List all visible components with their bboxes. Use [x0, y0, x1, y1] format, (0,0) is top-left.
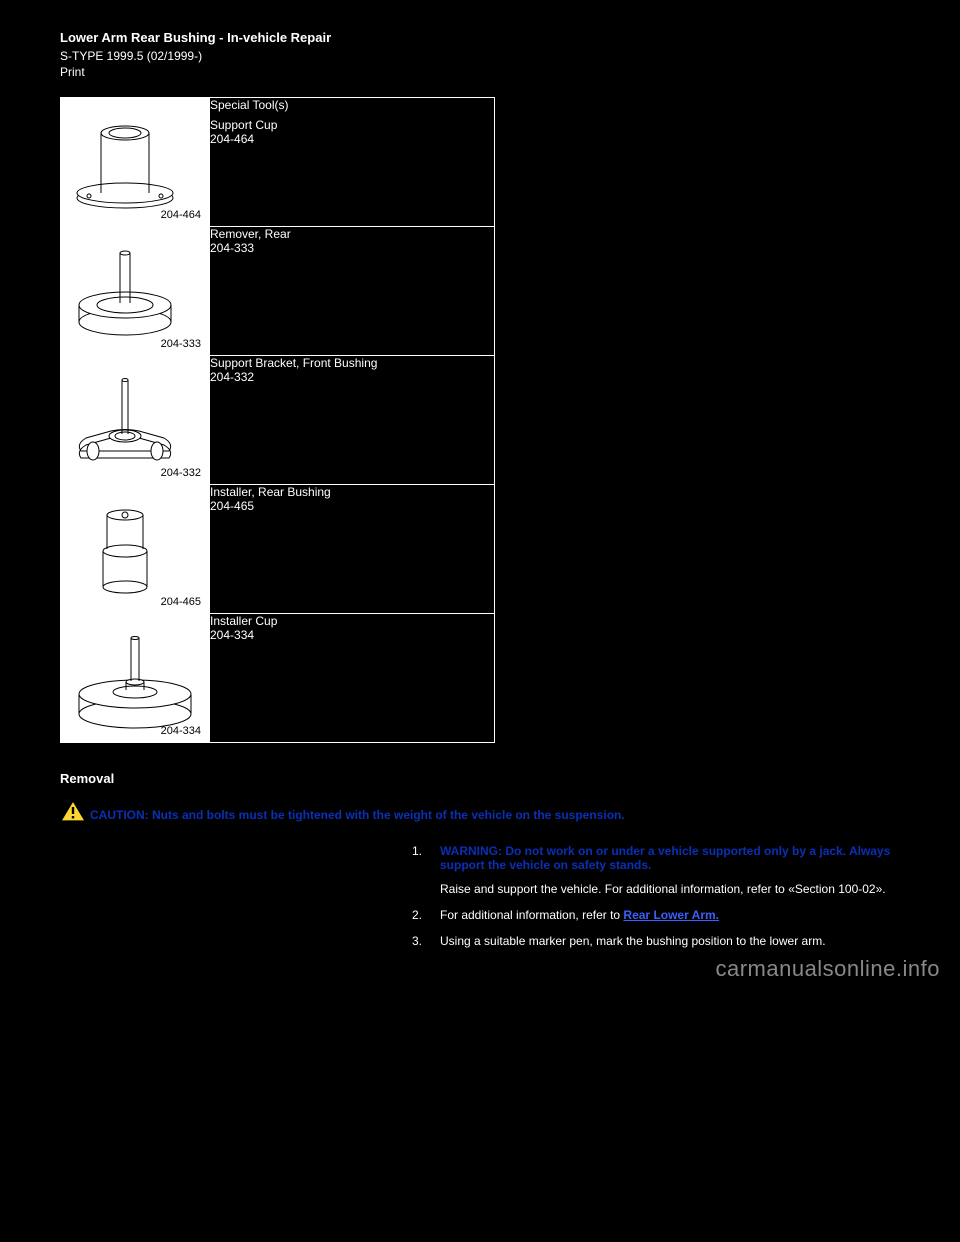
table-row: 204-334 Installer Cup 204-334	[61, 614, 495, 743]
caution-block: CAUTION: Nuts and bolts must be tightene…	[60, 800, 900, 822]
tool-desc-code: 204-333	[210, 241, 494, 255]
print-label[interactable]: Print	[60, 65, 900, 79]
watermark: carmanualsonline.info	[715, 956, 940, 982]
tool-image-cell: 204-333	[61, 227, 210, 356]
table-row: 204-465 Installer, Rear Bushing 204-465	[61, 485, 495, 614]
tool-drawing	[61, 614, 209, 742]
tool-desc-name: Support Bracket, Front Bushing	[210, 356, 494, 370]
tool-desc-cell: Special Tool(s) Support Cup 204-464	[210, 98, 495, 227]
tool-code-label: 204-465	[161, 596, 201, 608]
tool-desc-code: 204-332	[210, 370, 494, 384]
warning-icon	[60, 800, 86, 822]
tool-desc-code: 204-464	[210, 132, 494, 146]
step-number: 2.	[60, 908, 440, 922]
step-number: 3.	[60, 934, 440, 948]
rear-lower-arm-link[interactable]: Rear Lower Arm.	[623, 908, 719, 922]
step-text: Raise and support the vehicle. For addit…	[440, 882, 900, 896]
caution-text: CAUTION: Nuts and bolts must be tightene…	[90, 808, 625, 822]
tool-image-cell: 204-334	[61, 614, 210, 743]
step-body: WARNING: Do not work on or under a vehic…	[440, 844, 900, 896]
tool-desc-cell: Support Bracket, Front Bushing 204-332	[210, 356, 495, 485]
tools-table: 204-464 Special Tool(s) Support Cup 204-…	[60, 97, 495, 743]
tool-desc-cell: Installer Cup 204-334	[210, 614, 495, 743]
tool-desc-cell: Installer, Rear Bushing 204-465	[210, 485, 495, 614]
tool-desc-name: Remover, Rear	[210, 227, 494, 241]
vehicle-line: S-TYPE 1999.5 (02/1999-)	[60, 49, 900, 63]
tool-code-label: 204-332	[161, 467, 201, 479]
table-row: 204-332 Support Bracket, Front Bushing 2…	[61, 356, 495, 485]
tool-code-label: 204-464	[161, 209, 201, 221]
removal-heading: Removal	[60, 771, 900, 786]
tool-desc-code: 204-465	[210, 499, 494, 513]
tool-code-label: 204-333	[161, 338, 201, 350]
page-container: Lower Arm Rear Bushing - In-vehicle Repa…	[0, 0, 960, 990]
tool-image-cell: 204-465	[61, 485, 210, 614]
page-title: Lower Arm Rear Bushing - In-vehicle Repa…	[60, 30, 900, 45]
tool-image-cell: 204-332	[61, 356, 210, 485]
table-row: 204-333 Remover, Rear 204-333	[61, 227, 495, 356]
step: 1. WARNING: Do not work on or under a ve…	[60, 844, 900, 896]
step-text-prefix: For additional information, refer to	[440, 908, 623, 922]
tool-drawing	[61, 227, 189, 355]
tool-desc-heading: Special Tool(s)	[210, 98, 494, 112]
step: 3. Using a suitable marker pen, mark the…	[60, 934, 900, 948]
step: 2. For additional information, refer to …	[60, 908, 900, 922]
tool-desc-name: Installer, Rear Bushing	[210, 485, 494, 499]
step-text: Using a suitable marker pen, mark the bu…	[440, 934, 826, 948]
step-body: For additional information, refer to Rea…	[440, 908, 900, 922]
tool-desc-cell: Remover, Rear 204-333	[210, 227, 495, 356]
tool-drawing	[61, 356, 189, 484]
tool-desc-name: Installer Cup	[210, 614, 494, 628]
table-row: 204-464 Special Tool(s) Support Cup 204-…	[61, 98, 495, 227]
header: Lower Arm Rear Bushing - In-vehicle Repa…	[60, 30, 900, 79]
step-body: Using a suitable marker pen, mark the bu…	[440, 934, 900, 948]
tool-desc-name: Support Cup	[210, 118, 494, 132]
step-number: 1.	[60, 844, 440, 858]
warning-text: WARNING: Do not work on or under a vehic…	[440, 844, 900, 872]
tool-desc-code: 204-334	[210, 628, 494, 642]
tool-drawing	[61, 485, 189, 613]
tool-drawing	[61, 98, 189, 226]
tool-code-label: 204-334	[161, 725, 201, 737]
tool-image-cell: 204-464	[61, 98, 210, 227]
